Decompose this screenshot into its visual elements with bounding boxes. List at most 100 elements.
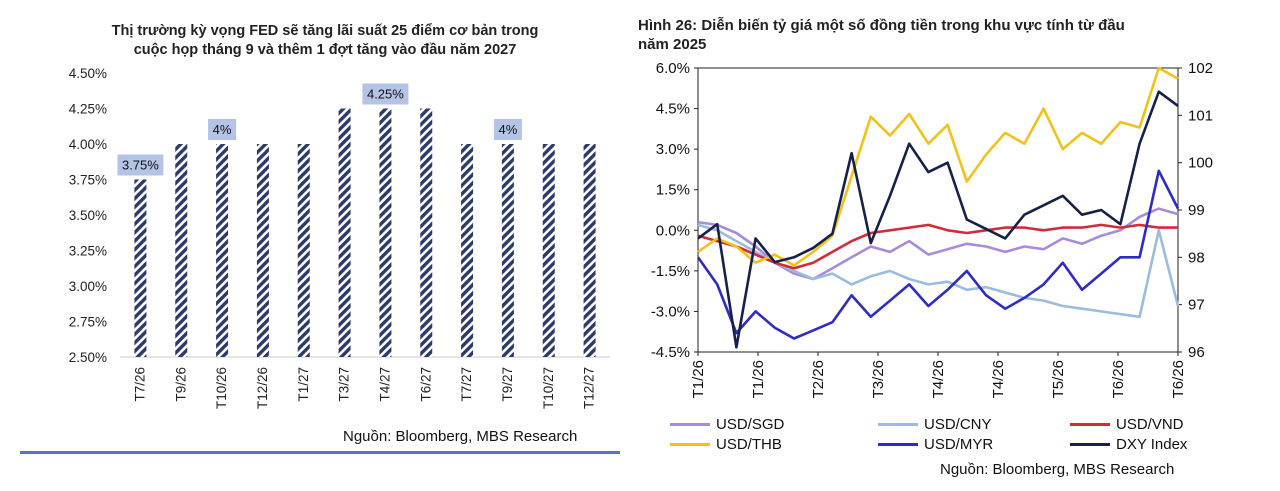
bar xyxy=(461,144,474,357)
y-tick-label: 4.50% xyxy=(69,66,107,81)
left-y-tick-label: -4.5% xyxy=(651,344,690,361)
x-tick-label: T1/27 xyxy=(296,367,311,402)
data-label-box xyxy=(117,154,164,176)
legend-item: USD/VND xyxy=(1070,416,1184,433)
right-y-tick-label: 96 xyxy=(1188,344,1205,361)
legend-label: DXY Index xyxy=(1116,436,1188,453)
left-chart-title-line2: cuộc họp tháng 9 và thêm 1 đợt tăng vào … xyxy=(133,42,517,58)
data-label: 4.25% xyxy=(367,87,404,102)
x-tick-label: T7/26 xyxy=(132,367,147,402)
y-tick-label: 3.25% xyxy=(69,244,107,259)
left-y-tick-label: 4.5% xyxy=(656,101,690,118)
x-tick-label: T12/27 xyxy=(582,367,597,409)
legend-item: USD/SGD xyxy=(670,416,784,433)
data-label-box xyxy=(362,83,409,105)
x-tick-label: T3/27 xyxy=(337,367,352,402)
bar xyxy=(542,144,555,357)
bar xyxy=(175,144,188,357)
data-label: 4% xyxy=(499,122,518,137)
data-label: 4% xyxy=(213,122,232,137)
series-line-usd-thb xyxy=(697,66,1179,267)
x-tick-label: T1/26 xyxy=(750,360,767,398)
right-panel: Hình 26: Diễn biến tỷ giá một số đồng ti… xyxy=(630,0,1280,491)
y-tick-label: 4.00% xyxy=(69,137,107,152)
y-tick-label: 3.50% xyxy=(69,208,107,223)
right-chart-title-line1: Hình 26: Diễn biến tỷ giá một số đồng ti… xyxy=(638,17,1125,34)
y-tick-label: 3.75% xyxy=(69,173,107,188)
legend-label: USD/THB xyxy=(716,436,782,453)
x-tick-label: T3/26 xyxy=(870,360,887,398)
legend-swatch xyxy=(670,423,710,426)
y-tick-label: 4.25% xyxy=(69,102,107,117)
bar xyxy=(501,144,514,357)
legend-label: USD/CNY xyxy=(924,416,992,433)
legend-swatch xyxy=(878,423,918,426)
data-label: 3.75% xyxy=(122,158,159,173)
left-y-tick-label: 3.0% xyxy=(656,141,690,158)
x-tick-label: T9/27 xyxy=(500,367,515,402)
y-tick-label: 2.75% xyxy=(69,315,107,330)
bar xyxy=(379,108,392,357)
legend-item: USD/CNY xyxy=(878,416,992,433)
legend-item: DXY Index xyxy=(1070,436,1187,453)
legend-label: USD/SGD xyxy=(716,416,785,433)
right-y-tick-label: 99 xyxy=(1188,202,1205,219)
legend-swatch xyxy=(878,443,918,446)
x-tick-label: T10/26 xyxy=(214,367,229,409)
left-y-tick-label: 1.5% xyxy=(656,182,690,199)
bar xyxy=(583,144,596,357)
legend-item: USD/MYR xyxy=(878,436,993,453)
legend-swatch xyxy=(1070,423,1110,426)
bar xyxy=(420,108,433,357)
left-source: Nguồn: Bloomberg, MBS Research xyxy=(343,428,578,445)
x-tick-label: T4/26 xyxy=(930,360,947,398)
right-y-tick-label: 100 xyxy=(1188,155,1213,172)
series-line-usd-vnd xyxy=(697,223,1178,270)
divider-rule xyxy=(20,451,620,454)
x-tick-label: T6/26 xyxy=(1110,360,1127,398)
left-y-tick-label: -3.0% xyxy=(651,303,690,320)
bar xyxy=(297,144,310,357)
x-tick-label: T5/26 xyxy=(1050,360,1067,398)
bar xyxy=(338,108,351,357)
x-tick-label: T10/27 xyxy=(541,367,556,409)
x-tick-label: T7/27 xyxy=(459,367,474,402)
legend-swatch xyxy=(670,443,710,446)
legend-item: USD/THB xyxy=(670,436,782,453)
bar-chart: 2.50% 2.75% 3.00% 3.25% 3.50% 3.75% 4.00% 4.25%… xyxy=(69,66,610,409)
x-tick-label: T1/26 xyxy=(690,360,707,398)
x-tick-label: T6/27 xyxy=(418,367,433,402)
right-y-tick-label: 98 xyxy=(1188,249,1205,266)
line-chart: -4.5% -3.0% -1.5% 0.0% 1.5% 3.0% 4.5% 6.0% 96 97 9… xyxy=(651,60,1213,398)
x-tick-label: T4/26 xyxy=(990,360,1007,398)
bar-layer: 2.50% 2.75% 3.00% 3.25% 3.50% 3.75% 4.00% 4.25%… xyxy=(69,66,610,409)
bar xyxy=(256,144,269,357)
right-source: Nguồn: Bloomberg, MBS Research xyxy=(940,461,1175,478)
series-line-dxy-index xyxy=(697,90,1179,349)
left-y-tick-label: 6.0% xyxy=(656,60,690,77)
left-y-tick-label: -1.5% xyxy=(651,263,690,280)
left-chart-title: Thị trường kỳ vọng FED sẽ tăng lãi suất … xyxy=(30,22,620,60)
data-label-box xyxy=(493,119,522,140)
legend-label: USD/VND xyxy=(1116,416,1184,433)
bar xyxy=(134,179,147,357)
right-chart-title: Hình 26: Diễn biến tỷ giá một số đồng ti… xyxy=(638,16,1238,54)
left-panel: Thị trường kỳ vọng FED sẽ tăng lãi suất … xyxy=(0,0,628,491)
x-tick-label: T6/26 xyxy=(1170,360,1187,398)
right-y-tick-label: 97 xyxy=(1188,297,1205,314)
x-tick-label: T12/26 xyxy=(255,367,270,409)
bar xyxy=(216,144,229,357)
x-tick-label: T4/27 xyxy=(377,367,392,402)
x-tick-label: T9/26 xyxy=(173,367,188,402)
line-layer: -4.5% -3.0% -1.5% 0.0% 1.5% 3.0% 4.5% 6.0% 96 97 9… xyxy=(651,60,1213,398)
series-line-usd-myr xyxy=(696,169,1180,340)
right-y-tick-label: 101 xyxy=(1188,107,1213,124)
y-tick-label: 2.50% xyxy=(69,350,107,365)
right-y-tick-label: 102 xyxy=(1188,60,1213,77)
left-chart-title-line1: Thị trường kỳ vọng FED sẽ tăng lãi suất … xyxy=(111,23,539,39)
x-tick-label: T2/26 xyxy=(810,360,827,398)
legend-label: USD/MYR xyxy=(924,436,994,453)
plot-frame xyxy=(697,67,1179,353)
right-chart-title-line2: năm 2025 xyxy=(638,36,707,53)
legend-swatch xyxy=(1070,443,1110,446)
